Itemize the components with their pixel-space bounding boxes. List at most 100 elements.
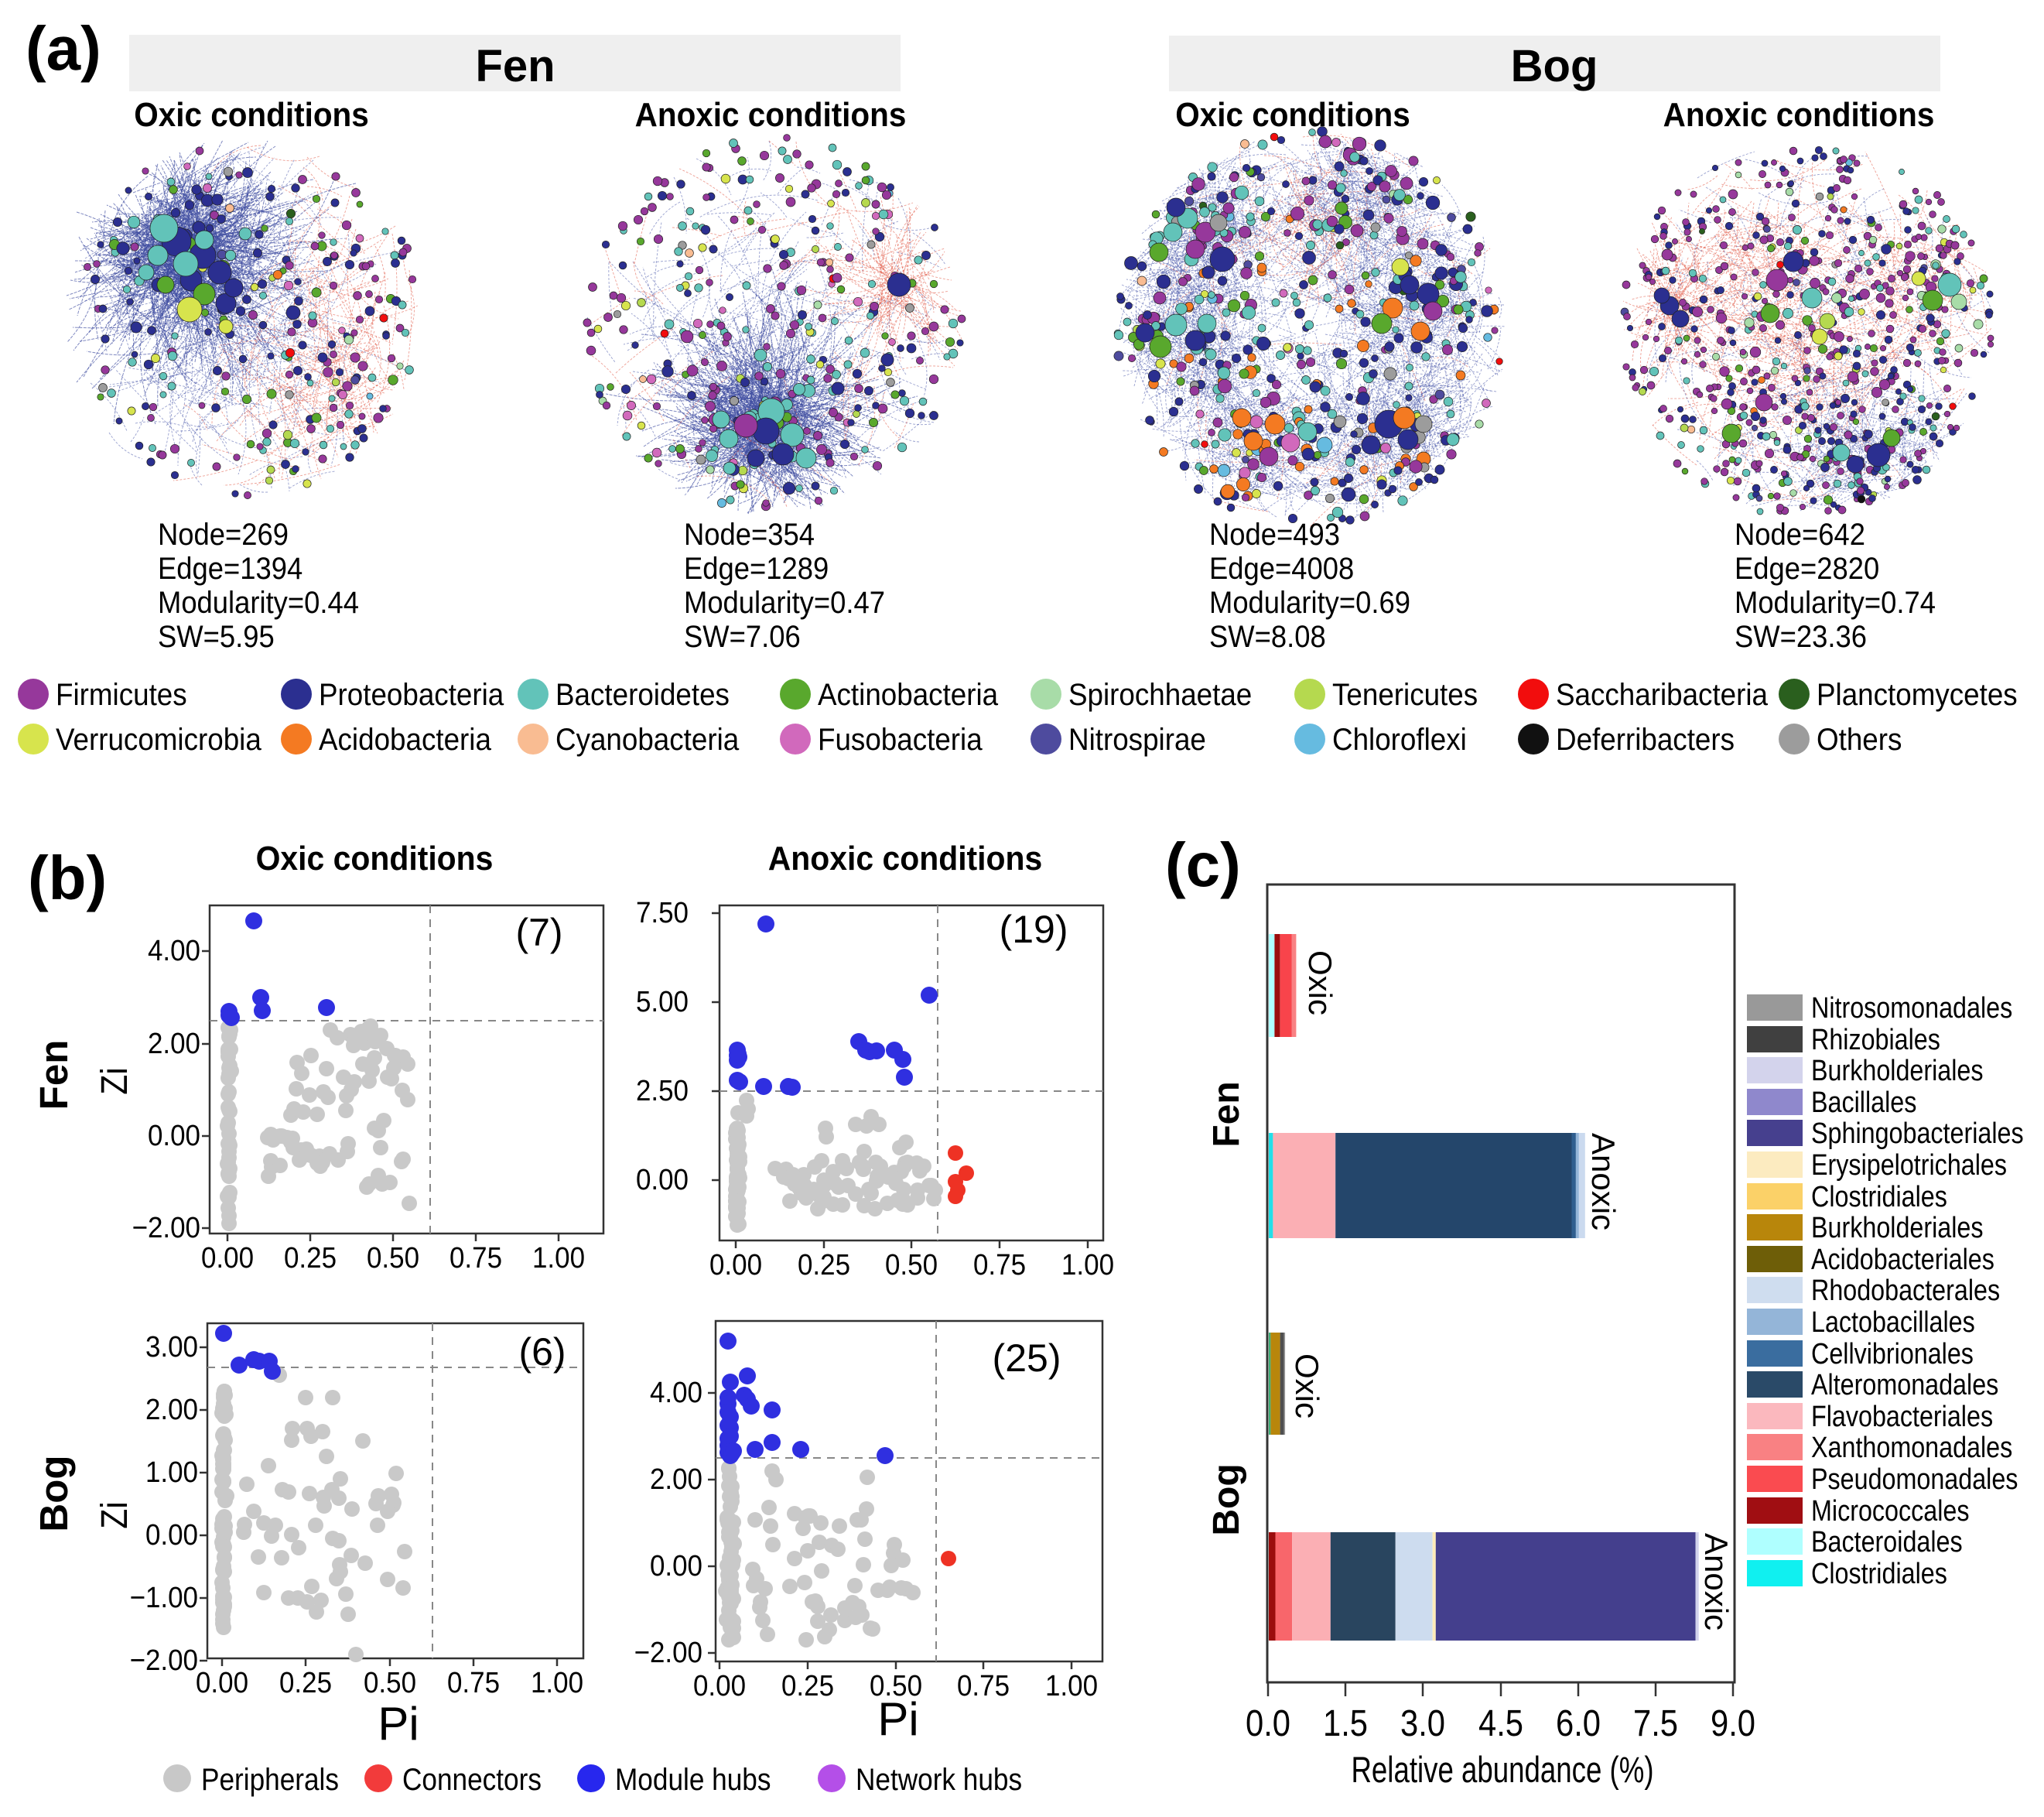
svg-text:1.00: 1.00 <box>1061 1248 1114 1281</box>
svg-text:0.00: 0.00 <box>145 1518 198 1552</box>
svg-text:Tenericutes: Tenericutes <box>1332 678 1478 713</box>
svg-text:1.00: 1.00 <box>145 1456 198 1489</box>
svg-text:Bog: Bog <box>1511 41 1598 91</box>
svg-text:(c): (c) <box>1165 830 1241 899</box>
svg-text:Verrucomicrobia: Verrucomicrobia <box>56 723 261 758</box>
svg-text:Modularity=0.47: Modularity=0.47 <box>684 585 885 620</box>
svg-text:Others: Others <box>1817 723 1902 758</box>
svg-text:Modularity=0.44: Modularity=0.44 <box>158 585 359 620</box>
svg-text:2.00: 2.00 <box>650 1463 702 1496</box>
svg-text:Oxic conditions: Oxic conditions <box>1175 95 1410 133</box>
svg-text:3.0: 3.0 <box>1400 1702 1445 1743</box>
svg-text:Bog: Bog <box>32 1455 76 1531</box>
svg-text:7.5: 7.5 <box>1633 1702 1678 1743</box>
svg-text:Lactobacillales: Lactobacillales <box>1811 1306 1975 1339</box>
svg-text:2.00: 2.00 <box>148 1027 200 1060</box>
svg-text:Node=354: Node=354 <box>684 517 815 552</box>
svg-text:Spirochhaetae: Spirochhaetae <box>1068 678 1252 713</box>
svg-text:Chloroflexi: Chloroflexi <box>1332 723 1467 758</box>
svg-text:6.0: 6.0 <box>1556 1702 1601 1743</box>
svg-text:−2.00: −2.00 <box>634 1636 702 1669</box>
svg-text:Bacteroidetes: Bacteroidetes <box>555 678 730 713</box>
svg-text:Edge=1289: Edge=1289 <box>684 551 829 586</box>
svg-text:Bog: Bog <box>1206 1463 1247 1535</box>
svg-text:−2.00: −2.00 <box>130 1644 198 1677</box>
svg-text:Bacteroidales: Bacteroidales <box>1811 1526 1963 1559</box>
svg-text:1.5: 1.5 <box>1323 1702 1368 1743</box>
svg-text:Cyanobacteria: Cyanobacteria <box>555 723 740 758</box>
svg-text:0.00: 0.00 <box>201 1241 254 1275</box>
svg-text:1.00: 1.00 <box>1045 1669 1098 1702</box>
svg-text:Planctomycetes: Planctomycetes <box>1817 678 2018 713</box>
svg-text:0.50: 0.50 <box>367 1241 419 1275</box>
svg-text:Proteobacteria: Proteobacteria <box>319 678 504 713</box>
svg-text:0.75: 0.75 <box>447 1666 500 1699</box>
svg-text:Flavobacteriales: Flavobacteriales <box>1811 1401 1993 1433</box>
svg-text:0.00: 0.00 <box>636 1163 689 1196</box>
svg-text:(7): (7) <box>515 911 562 954</box>
svg-text:4.5: 4.5 <box>1478 1702 1523 1743</box>
svg-text:Alteromonadales: Alteromonadales <box>1811 1369 1998 1401</box>
svg-text:Edge=4008: Edge=4008 <box>1209 551 1354 586</box>
svg-text:SW=7.06: SW=7.06 <box>684 619 801 654</box>
svg-text:Rhodobacterales: Rhodobacterales <box>1811 1275 2000 1307</box>
svg-text:0.00: 0.00 <box>196 1666 248 1699</box>
svg-text:(a): (a) <box>26 14 101 83</box>
svg-text:7.50: 7.50 <box>636 896 689 929</box>
svg-text:0.75: 0.75 <box>449 1241 502 1275</box>
svg-text:Clostridiales: Clostridiales <box>1811 1181 1947 1213</box>
svg-text:Anoxic: Anoxic <box>1585 1133 1622 1230</box>
svg-text:Deferribacters: Deferribacters <box>1556 723 1735 758</box>
svg-text:Pi: Pi <box>378 1698 419 1750</box>
svg-text:Saccharibacteria: Saccharibacteria <box>1556 678 1769 713</box>
svg-text:0.50: 0.50 <box>364 1666 416 1699</box>
svg-text:Module hubs: Module hubs <box>615 1762 771 1797</box>
svg-text:Xanthomonadales: Xanthomonadales <box>1811 1432 2012 1464</box>
svg-text:1.00: 1.00 <box>531 1666 583 1699</box>
svg-text:Oxic conditions: Oxic conditions <box>256 840 494 878</box>
svg-text:Oxic: Oxic <box>1302 950 1338 1015</box>
svg-text:−1.00: −1.00 <box>130 1581 198 1614</box>
svg-text:(b): (b) <box>28 843 107 912</box>
svg-text:Anoxic conditions: Anoxic conditions <box>635 95 907 133</box>
svg-text:Node=493: Node=493 <box>1209 517 1340 552</box>
svg-text:(25): (25) <box>993 1336 1061 1380</box>
svg-text:Modularity=0.69: Modularity=0.69 <box>1209 585 1410 620</box>
svg-text:SW=8.08: SW=8.08 <box>1209 619 1326 654</box>
svg-text:1.00: 1.00 <box>532 1241 585 1275</box>
svg-text:2.00: 2.00 <box>145 1393 198 1426</box>
svg-text:Nitrosomonadales: Nitrosomonadales <box>1811 992 2012 1025</box>
svg-text:Fen: Fen <box>32 1040 76 1110</box>
svg-text:Edge=2820: Edge=2820 <box>1735 551 1879 586</box>
svg-text:Anoxic conditions: Anoxic conditions <box>768 840 1042 878</box>
svg-text:Node=642: Node=642 <box>1735 517 1865 552</box>
svg-text:Modularity=0.74: Modularity=0.74 <box>1735 585 1936 620</box>
svg-text:0.75: 0.75 <box>973 1248 1026 1281</box>
svg-text:Clostridiales: Clostridiales <box>1811 1558 1947 1590</box>
svg-text:0.50: 0.50 <box>870 1669 922 1702</box>
svg-text:Oxic conditions: Oxic conditions <box>134 95 369 133</box>
svg-text:Bacillales: Bacillales <box>1811 1086 1916 1119</box>
svg-text:3.00: 3.00 <box>145 1330 198 1364</box>
svg-text:0.25: 0.25 <box>798 1248 850 1281</box>
svg-text:Micrococcales: Micrococcales <box>1811 1495 1970 1528</box>
svg-text:0.00: 0.00 <box>148 1119 200 1152</box>
svg-text:Fen: Fen <box>475 41 555 91</box>
svg-text:4.00: 4.00 <box>148 934 200 967</box>
svg-text:Fusobacteria: Fusobacteria <box>818 723 983 758</box>
svg-text:Erysipelotrichales: Erysipelotrichales <box>1811 1149 2007 1182</box>
svg-text:0.0: 0.0 <box>1246 1702 1290 1743</box>
svg-text:Oxic: Oxic <box>1289 1353 1325 1418</box>
svg-text:Connectors: Connectors <box>402 1762 542 1797</box>
svg-text:Actinobacteria: Actinobacteria <box>818 678 999 713</box>
svg-text:0.50: 0.50 <box>885 1248 938 1281</box>
svg-text:(19): (19) <box>1000 908 1068 951</box>
svg-text:Fen: Fen <box>1206 1081 1247 1147</box>
svg-text:Sphingobacteriales: Sphingobacteriales <box>1811 1117 2024 1150</box>
svg-text:0.00: 0.00 <box>709 1248 762 1281</box>
svg-text:Firmicutes: Firmicutes <box>56 678 187 713</box>
svg-text:2.50: 2.50 <box>636 1074 689 1107</box>
svg-text:Pseudomonadales: Pseudomonadales <box>1811 1463 2018 1496</box>
svg-text:0.25: 0.25 <box>284 1241 337 1275</box>
svg-text:(6): (6) <box>518 1330 566 1374</box>
